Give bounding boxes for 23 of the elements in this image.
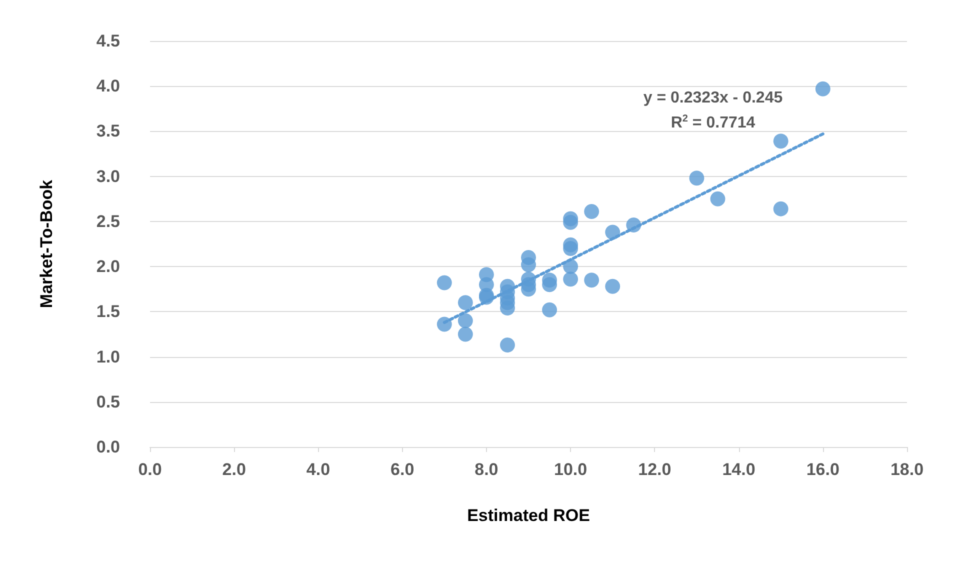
- y-tick-label: 2.0: [96, 257, 120, 276]
- y-axis-title: Market-To-Book: [37, 179, 56, 308]
- x-tick-label: 16.0: [806, 460, 840, 479]
- x-axis-title: Estimated ROE: [467, 506, 590, 525]
- y-tick-label: 1.0: [96, 347, 120, 366]
- x-tick-label: 4.0: [306, 460, 330, 479]
- y-tick-label: 1.5: [96, 302, 120, 322]
- x-tick-label: 10.0: [554, 460, 588, 479]
- x-tick-label: 12.0: [638, 460, 672, 479]
- y-tick-label: 4.0: [96, 76, 120, 96]
- y-tick-label: 0.5: [96, 392, 120, 412]
- x-tick-label: 0.0: [138, 460, 162, 479]
- y-tick-label: 2.5: [96, 212, 120, 231]
- annotation: y = 0.2323x - 0.245: [643, 90, 783, 106]
- x-tick-label: 6.0: [390, 460, 414, 479]
- x-tick-label: 18.0: [890, 460, 924, 479]
- x-tick-label: 14.0: [722, 460, 756, 479]
- y-tick-label: 3.5: [96, 122, 120, 141]
- y-tick-label: 3.0: [96, 166, 120, 186]
- x-tick-label: 8.0: [474, 460, 498, 479]
- x-tick-label: 2.0: [222, 460, 246, 479]
- y-tick-label: 4.5: [96, 32, 120, 50]
- y-tick-label: 0.0: [96, 438, 120, 456]
